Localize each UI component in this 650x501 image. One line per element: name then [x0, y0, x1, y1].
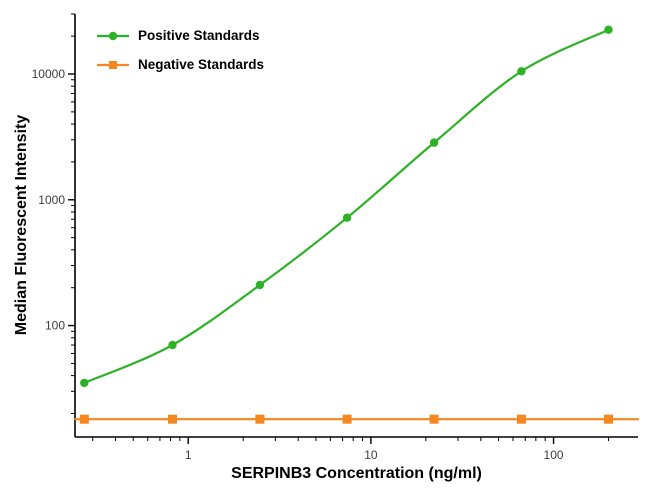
svg-text:1000: 1000 [38, 193, 65, 207]
positive-standards-marker-icon [97, 31, 129, 40]
legend-label-negative-standards: Negative Standards [138, 57, 265, 72]
svg-text:100: 100 [544, 448, 564, 462]
legend-item-positive-standards: Positive Standards [96, 28, 264, 43]
legend-label-positive-standards: Positive Standards [138, 28, 260, 43]
x-axis-title: SERPINB3 Concentration (ng/ml) [231, 465, 482, 482]
negative-standards-marker-icon [97, 60, 129, 69]
y-axis-title: Median Fluorescent Intensity [13, 114, 30, 336]
legend-item-negative-standards: Negative Standards [96, 57, 264, 72]
chart-legend: Positive Standards Negative Standards [96, 28, 264, 72]
svg-text:1: 1 [185, 448, 192, 462]
svg-text:100: 100 [45, 319, 65, 333]
svg-text:10: 10 [364, 448, 378, 462]
svg-text:10000: 10000 [32, 67, 66, 81]
